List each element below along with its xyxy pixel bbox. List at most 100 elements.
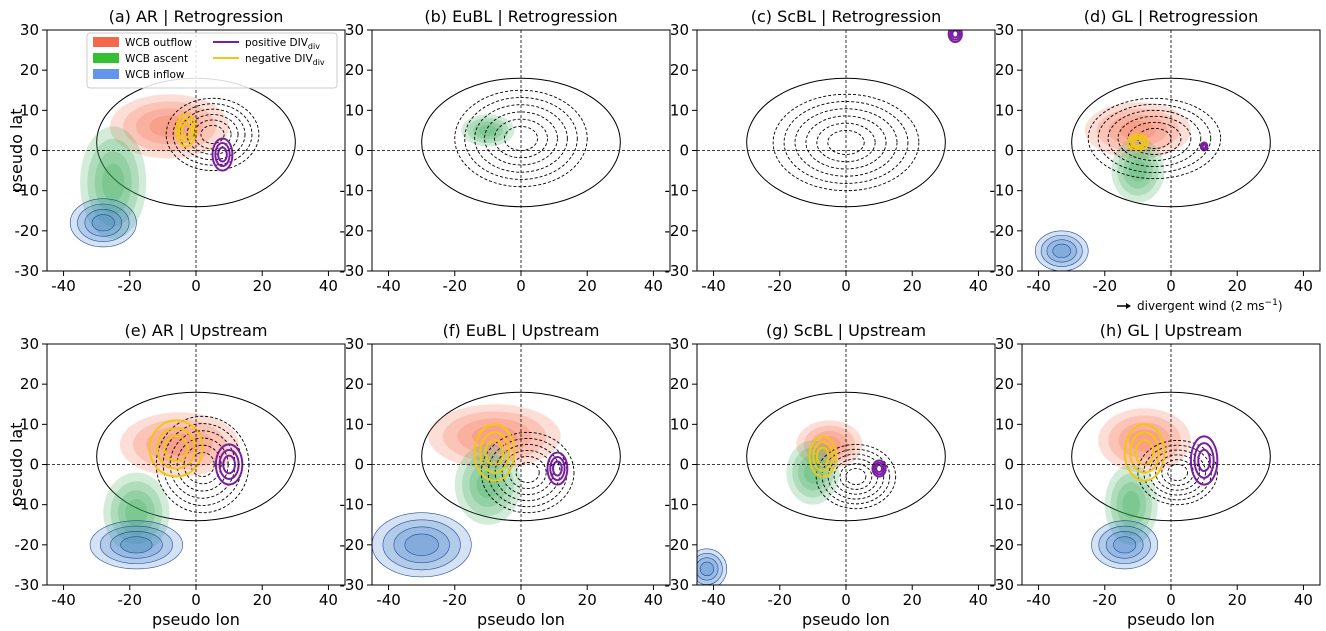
y-tick-label: -20 [990, 536, 1015, 554]
wcb-shading [462, 453, 514, 516]
panel-title: (h) GL | Upstream [1100, 321, 1243, 340]
y-tick-label: 30 [995, 335, 1014, 353]
contour-dashed [1117, 115, 1192, 161]
wcb-shading [699, 561, 714, 577]
x-tick-label: -40 [376, 277, 401, 295]
purple-contour [1193, 442, 1215, 479]
wcb-shading [103, 472, 170, 553]
y-tick-label: 0 [354, 456, 364, 474]
purple-contour [871, 459, 887, 478]
y-axis-label: pseudo lat [7, 422, 26, 506]
y-tick-label: 30 [995, 21, 1014, 39]
y-tick-label: -30 [990, 576, 1015, 594]
wcb-shading [89, 520, 184, 570]
x-tick-label: 40 [969, 277, 988, 295]
x-tick-label: -20 [118, 277, 143, 295]
legend-label: WCB outflow [125, 37, 192, 49]
contour-dashed [783, 101, 909, 184]
quiver-key-text: divergent wind (2 ms [1137, 299, 1265, 313]
legend-name: WCB ascent [125, 53, 188, 65]
y-tick-label: 20 [345, 375, 364, 393]
yellow-contour [1123, 423, 1166, 482]
y-tick-label: -20 [15, 536, 40, 554]
wcb-shading [476, 470, 500, 499]
x-tick-label: 40 [644, 277, 663, 295]
x-tick-label: -40 [1026, 591, 1051, 609]
wcb-shading [478, 124, 497, 136]
x-tick-label: -20 [768, 277, 793, 295]
contour-dashed [200, 124, 225, 144]
wcb-shading [119, 412, 240, 477]
yellow-contour [156, 427, 197, 470]
wcb-shading [1128, 159, 1147, 182]
y-tick-label: 10 [20, 415, 39, 433]
contour-dashed [1107, 109, 1202, 168]
purple-contour [1189, 435, 1219, 486]
purple-contour [951, 30, 960, 39]
y-tick-label: 10 [995, 101, 1014, 119]
y-tick-label: 20 [20, 375, 39, 393]
yellow-contour [1132, 137, 1144, 148]
wcb-shading [117, 490, 155, 536]
yellow-contour [148, 419, 204, 478]
y-tick-label: 0 [679, 142, 689, 160]
purple-contour [552, 460, 563, 477]
x-axis-label: pseudo lon [477, 610, 565, 629]
panel-title: (d) GL | Retrogression [1084, 7, 1258, 26]
wcb-shading [372, 512, 472, 578]
y-tick-label: -10 [990, 182, 1015, 200]
x-tick-label: 20 [578, 591, 597, 609]
x-tick-label: 20 [903, 277, 922, 295]
plot-area [1022, 30, 1320, 271]
x-tick-label: -40 [51, 591, 76, 609]
legend-label: positive DIVdiv [245, 37, 320, 51]
x-tick-label: 20 [578, 277, 597, 295]
purple-contour [211, 137, 234, 172]
y-tick-label: -30 [340, 262, 365, 280]
wcb-shading [1034, 230, 1089, 271]
yellow-contour [1129, 431, 1160, 474]
y-tick-label: -20 [665, 536, 690, 554]
y-tick-label: 20 [345, 61, 364, 79]
x-tick-label: 40 [1294, 277, 1313, 295]
x-tick-label: 0 [1166, 277, 1176, 295]
y-tick-label: 20 [995, 375, 1014, 393]
yellow-contour [180, 122, 192, 139]
plot-area [697, 30, 995, 271]
y-tick-label: -30 [665, 262, 690, 280]
wcb-shading [109, 94, 230, 159]
contour-dashed [1137, 439, 1218, 506]
legend-box [86, 32, 338, 89]
yellow-contour [808, 435, 838, 478]
y-tick-label: -30 [665, 576, 690, 594]
y-tick-label: 10 [670, 101, 689, 119]
x-tick-label: 20 [903, 591, 922, 609]
wcb-shading [84, 209, 123, 237]
wcb-shading [80, 126, 147, 239]
yellow-contour [1129, 135, 1147, 150]
wcb-shading [1046, 239, 1077, 263]
contour-dashed [816, 122, 876, 163]
x-tick-label: -20 [1093, 591, 1118, 609]
wcb-shading [125, 499, 148, 527]
yellow-contour [812, 441, 834, 472]
contour-dashed [515, 462, 540, 484]
legend-label: WCB ascent [125, 53, 188, 65]
x-tick-label: 40 [319, 277, 338, 295]
wcb-shading [467, 117, 509, 143]
quiver-key-end: ) [1278, 299, 1283, 313]
panel-title: (c) ScBL | Retrogression [751, 7, 942, 26]
wcb-shading [136, 108, 203, 145]
y-tick-label: 0 [29, 142, 39, 160]
contour-dashed [484, 111, 558, 166]
x-tick-label: 20 [253, 591, 272, 609]
wcb-shading [1113, 536, 1137, 554]
wcb-shading [442, 411, 547, 462]
panel-title: (a) AR | Retrogression [109, 7, 284, 26]
legend-swatch [93, 69, 119, 79]
x-tick-label: -20 [768, 591, 793, 609]
plot-area [1022, 344, 1320, 585]
y-tick-label: 0 [354, 142, 364, 160]
contour-dashed [827, 453, 885, 500]
plot-area [372, 30, 670, 271]
